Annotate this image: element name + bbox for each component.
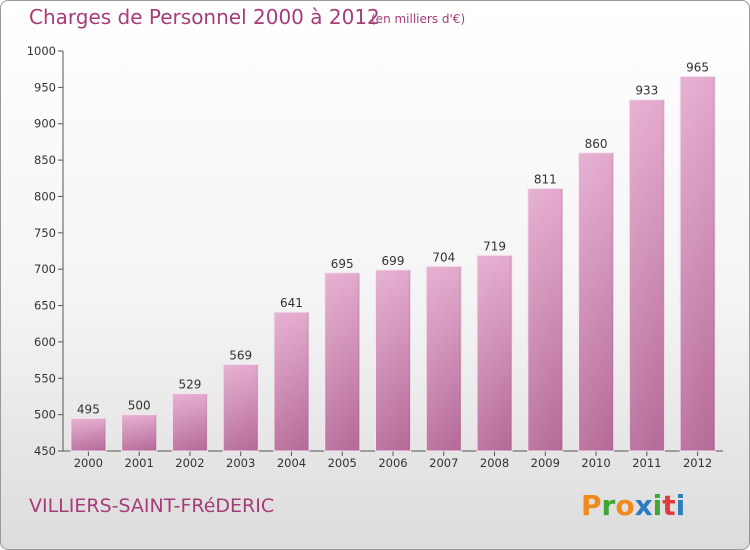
y-tick-label: 600 <box>34 335 56 349</box>
y-tick-label: 450 <box>34 444 56 458</box>
bar-shade-2009 <box>527 188 563 452</box>
logo-letter: o <box>615 489 635 522</box>
y-tick-label: 900 <box>34 117 56 131</box>
data-label-2005: 695 <box>331 257 354 271</box>
data-label-2009: 811 <box>534 172 557 186</box>
y-tick-label: 850 <box>34 153 56 167</box>
bar-shade-2004 <box>273 312 309 451</box>
data-label-2012: 965 <box>686 60 709 74</box>
bar-shade-2010 <box>578 152 614 451</box>
x-tick-label: 2009 <box>531 456 560 470</box>
bar-shade-2001 <box>121 414 157 451</box>
x-tick-label: 2005 <box>328 456 357 470</box>
data-label-2008: 719 <box>483 239 506 253</box>
chart-title: Charges de Personnel 2000 à 2012 <box>29 5 380 29</box>
bar-shade-2012 <box>680 76 716 452</box>
y-tick-label: 1000 <box>27 44 56 58</box>
logo-letter: i <box>652 489 663 522</box>
y-tick-label: 700 <box>34 262 56 276</box>
y-tick-label: 950 <box>34 80 56 94</box>
proxiti-logo[interactable]: Proxiti <box>581 489 685 522</box>
logo-letter: i <box>675 489 686 522</box>
x-tick-label: 2003 <box>226 456 255 470</box>
logo-letter: t <box>662 489 676 522</box>
x-tick-label: 2002 <box>175 456 204 470</box>
y-tick-label: 500 <box>34 408 56 422</box>
data-label-2003: 569 <box>229 348 252 362</box>
data-label-2006: 699 <box>382 254 405 268</box>
x-tick-label: 2012 <box>683 456 712 470</box>
data-label-2010: 860 <box>585 137 608 151</box>
y-tick-label: 750 <box>34 226 56 240</box>
data-label-2000: 495 <box>77 402 100 416</box>
bar-shade-2008 <box>477 255 513 451</box>
y-tick-label: 800 <box>34 189 56 203</box>
bar-shade-2000 <box>70 418 106 451</box>
bar-shade-2002 <box>172 393 208 451</box>
data-label-2007: 704 <box>432 250 455 264</box>
bar-shade-2011 <box>629 99 665 452</box>
x-tick-label: 2007 <box>429 456 458 470</box>
x-tick-label: 2011 <box>632 456 661 470</box>
y-tick-label: 550 <box>34 371 56 385</box>
logo-letter: x <box>634 489 653 522</box>
bar-shade-2003 <box>223 364 259 451</box>
data-label-2002: 529 <box>178 378 201 392</box>
data-label-2001: 500 <box>128 399 151 413</box>
x-tick-label: 2006 <box>378 456 407 470</box>
x-tick-label: 2008 <box>480 456 509 470</box>
bar-shade-2007 <box>426 266 462 451</box>
data-label-2011: 933 <box>635 84 658 98</box>
logo-letter: r <box>601 489 616 522</box>
x-tick-label: 2000 <box>74 456 103 470</box>
y-tick-label: 650 <box>34 299 56 313</box>
x-tick-label: 2001 <box>125 456 154 470</box>
x-tick-label: 2010 <box>581 456 610 470</box>
logo-letter: P <box>581 489 602 522</box>
bar-shade-2005 <box>324 272 360 451</box>
bar-shade-2006 <box>375 269 411 451</box>
x-tick-label: 2004 <box>277 456 306 470</box>
chart-subtitle: (en milliers d'€) <box>371 12 466 26</box>
town-name: VILLIERS-SAINT-FRéDERIC <box>29 495 275 517</box>
data-label-2004: 641 <box>280 296 303 310</box>
